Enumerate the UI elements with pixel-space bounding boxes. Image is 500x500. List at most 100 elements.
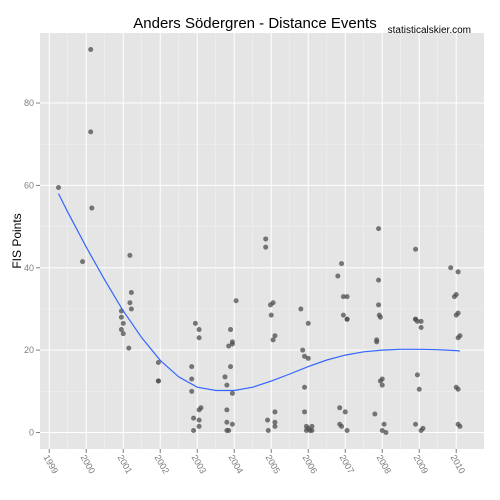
x-tick-label: 1999	[42, 453, 61, 475]
data-point	[339, 423, 345, 429]
data-point	[374, 337, 380, 343]
data-point	[302, 353, 308, 359]
data-point	[413, 246, 419, 252]
data-point	[416, 386, 422, 392]
chart-title: Anders Södergren - Distance Events	[133, 15, 376, 32]
data-point	[413, 421, 419, 427]
data-point	[453, 312, 459, 318]
data-point	[127, 252, 133, 258]
data-point	[226, 343, 232, 349]
data-point	[191, 427, 197, 433]
data-point	[457, 423, 463, 429]
x-tick-label: 2000	[79, 453, 98, 475]
data-point	[377, 314, 383, 320]
x-tick-label: 2008	[375, 453, 394, 475]
x-axis: 1999 2000 2001 2002 2003 2004 2005 2006 2007 2008…	[42, 449, 467, 475]
data-point	[198, 405, 204, 411]
data-point	[127, 300, 133, 306]
data-point	[120, 331, 126, 337]
data-point	[448, 265, 454, 271]
data-point	[229, 421, 235, 427]
data-point	[339, 261, 345, 267]
data-point	[228, 327, 234, 333]
data-point	[263, 244, 269, 250]
data-point	[126, 345, 132, 351]
data-point	[56, 184, 61, 190]
data-point	[191, 415, 197, 421]
data-point	[309, 427, 315, 433]
data-point	[155, 360, 161, 366]
data-point	[88, 46, 94, 52]
data-point	[222, 374, 228, 380]
x-tick-label: 2007	[338, 453, 357, 475]
data-point	[226, 427, 232, 433]
data-point	[89, 205, 95, 211]
data-point	[376, 226, 382, 232]
data-point	[342, 409, 348, 415]
data-point	[196, 423, 202, 429]
data-point	[376, 277, 382, 283]
data-point	[196, 417, 202, 423]
data-point	[272, 419, 278, 425]
data-point	[272, 333, 278, 339]
data-point	[418, 318, 424, 324]
data-point	[455, 269, 461, 275]
data-point	[233, 298, 239, 304]
data-point	[457, 333, 463, 339]
data-point	[344, 294, 350, 300]
data-point	[229, 341, 235, 347]
y-axis: 0 20 40 60 80	[24, 98, 40, 438]
data-point	[383, 430, 389, 436]
data-point	[335, 273, 341, 279]
data-point	[118, 314, 124, 320]
x-tick-label: 2005	[264, 453, 283, 475]
data-point	[128, 289, 134, 295]
data-point	[265, 417, 271, 423]
data-point	[265, 427, 271, 433]
data-point	[414, 372, 420, 378]
data-point	[418, 324, 424, 330]
data-point	[298, 306, 304, 312]
data-point	[453, 292, 459, 298]
data-point	[270, 337, 276, 343]
data-point	[224, 419, 230, 425]
x-tick-label: 2009	[412, 453, 431, 475]
y-tick-label: 40	[24, 263, 34, 273]
data-point	[196, 327, 202, 333]
y-tick-label: 80	[24, 98, 34, 108]
points	[56, 46, 463, 436]
data-point	[344, 427, 350, 433]
data-point	[381, 421, 387, 427]
data-point	[118, 327, 124, 333]
data-point	[344, 316, 350, 322]
data-point	[272, 409, 278, 415]
data-point	[379, 382, 385, 388]
data-point	[120, 320, 126, 326]
data-point	[88, 129, 94, 135]
data-point	[224, 382, 230, 388]
data-point	[379, 427, 385, 433]
data-point	[229, 390, 235, 396]
grid	[40, 33, 484, 449]
data-point	[189, 364, 195, 370]
data-point	[337, 405, 343, 411]
data-point	[300, 347, 306, 353]
x-tick-label: 2001	[116, 453, 135, 475]
data-point	[305, 320, 311, 326]
data-point	[80, 259, 86, 265]
data-point	[224, 407, 230, 413]
data-point	[340, 312, 346, 318]
y-tick-label: 0	[29, 428, 34, 438]
data-point	[376, 302, 382, 308]
data-point	[420, 425, 426, 431]
watermark: statisticalskier.com	[388, 25, 471, 36]
data-point	[155, 378, 161, 384]
x-tick-label: 2002	[153, 453, 172, 475]
x-tick-label: 2003	[190, 453, 209, 475]
x-tick-label: 2006	[301, 453, 320, 475]
y-axis-label: FIS Points	[10, 213, 24, 268]
data-point	[455, 386, 461, 392]
data-point	[372, 411, 378, 417]
data-point	[302, 384, 308, 390]
